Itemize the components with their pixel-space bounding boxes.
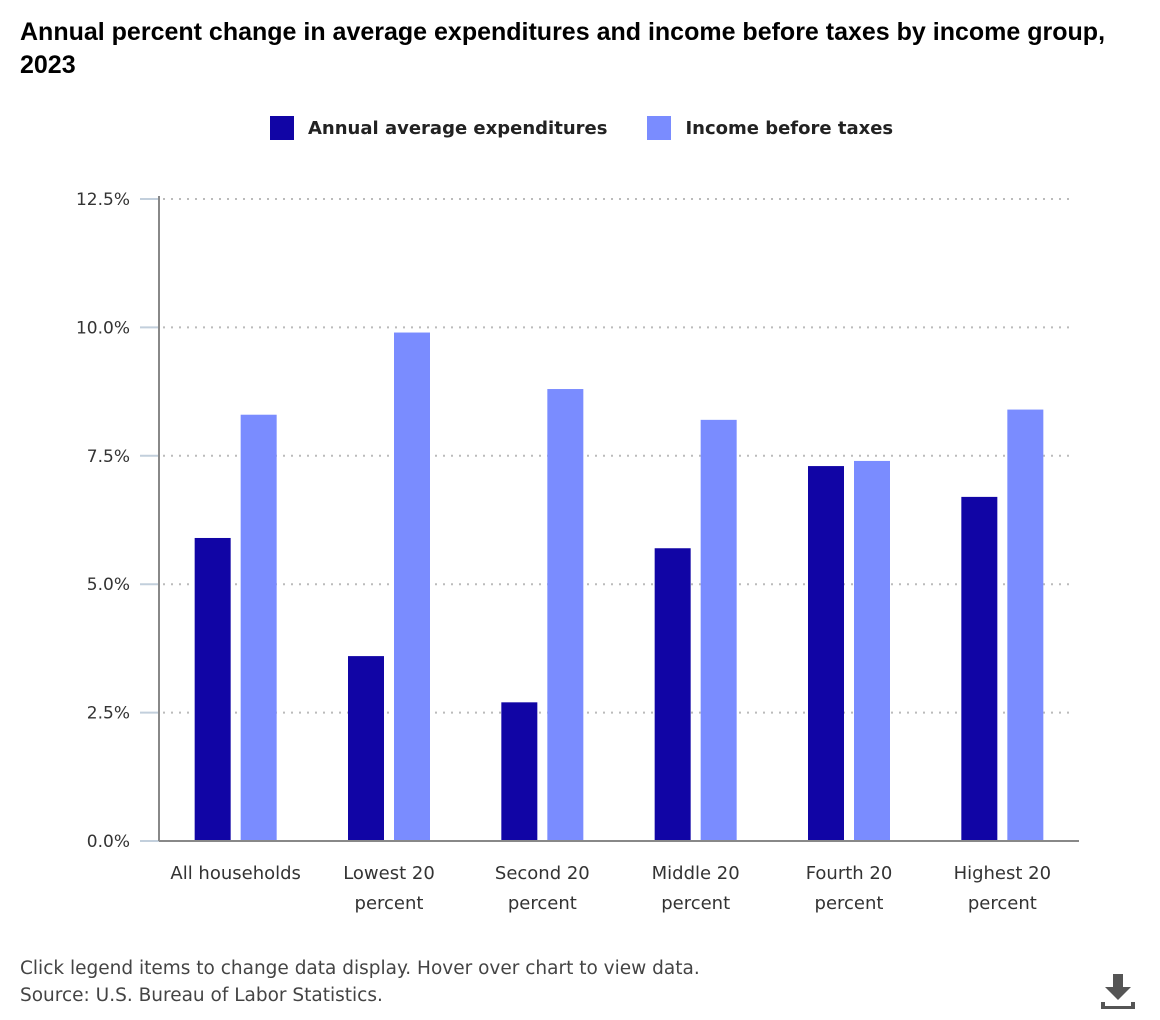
legend-swatch-expenditures [270, 116, 294, 140]
x-tick-label: percent [815, 893, 884, 914]
bar-income[interactable] [700, 419, 737, 841]
bar-expenditures[interactable] [961, 496, 998, 841]
y-tick-label: 10.0% [76, 318, 130, 338]
chart-title: Annual percent change in average expendi… [20, 18, 1106, 79]
y-tick-label: 0.0% [87, 832, 130, 852]
x-tick-label: percent [968, 893, 1037, 914]
download-button[interactable] [1098, 972, 1138, 1012]
x-tick-label: percent [661, 893, 730, 914]
x-tick-label: Fourth 20 [806, 863, 893, 884]
x-tick-label: Lowest 20 [343, 863, 435, 884]
legend: Annual average expenditures Income befor… [270, 116, 893, 140]
x-tick-label: percent [508, 893, 577, 914]
bar-chart[interactable]: 0.0% 2.5% 5.0% 7.5% 10.0% 12.5% All households… [0, 0, 1160, 940]
bar-expenditures[interactable] [501, 702, 538, 841]
footer-note: Click legend items to change data displa… [20, 958, 700, 979]
x-tick-label: percent [355, 893, 424, 914]
bar-income[interactable] [394, 332, 430, 841]
bar-income[interactable] [854, 460, 890, 841]
y-tick-label: 12.5% [76, 190, 130, 210]
bar-income[interactable] [1007, 409, 1044, 841]
x-tick-label: All households [170, 863, 301, 884]
y-tick-label: 5.0% [87, 575, 130, 595]
y-tick-label: 2.5% [87, 704, 130, 724]
footer-source: Source: U.S. Bureau of Labor Statistics. [20, 985, 383, 1006]
bar-expenditures[interactable] [654, 548, 691, 841]
bar-income[interactable] [547, 389, 584, 841]
x-tick-label: Second 20 [495, 863, 590, 884]
bar-expenditures[interactable] [348, 656, 384, 841]
legend-swatch-income [647, 116, 672, 140]
legend-label: Annual average expenditures [308, 117, 608, 139]
bar-expenditures[interactable] [808, 466, 844, 841]
legend-item-expenditures[interactable]: Annual average expenditures [270, 116, 607, 140]
legend-label: Income before taxes [685, 117, 894, 139]
download-icon [1101, 974, 1135, 1009]
y-tick-label: 7.5% [87, 447, 130, 467]
bar-expenditures[interactable] [194, 537, 231, 841]
legend-item-income[interactable]: Income before taxes [647, 116, 893, 140]
x-tick-label: Middle 20 [652, 863, 740, 884]
x-tick-label: Highest 20 [954, 863, 1052, 884]
bar-income[interactable] [240, 414, 277, 841]
